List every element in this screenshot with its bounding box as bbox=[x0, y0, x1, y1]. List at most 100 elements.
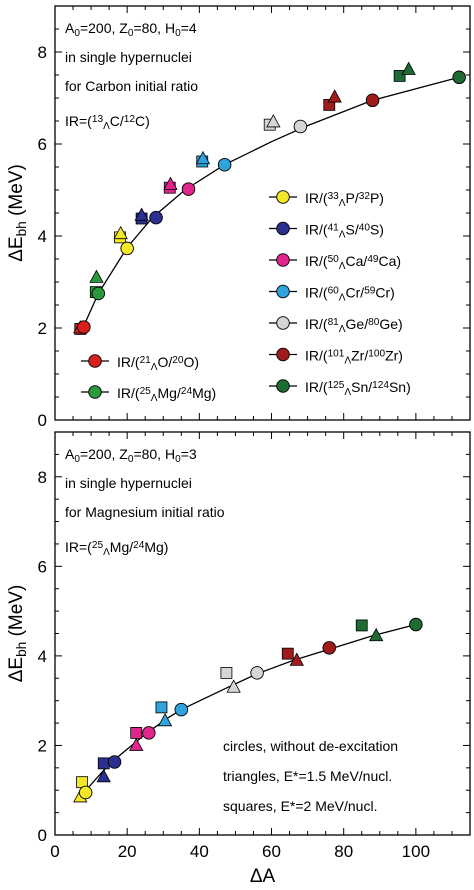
circle-marker bbox=[322, 641, 337, 655]
circle-marker bbox=[174, 702, 189, 717]
legend-left-0-label-part: IR/( bbox=[117, 354, 140, 370]
legend-left-0-label: IR/(21​Λ​O/20​O) bbox=[117, 354, 199, 373]
triangle-marker bbox=[129, 737, 144, 751]
circle-marker bbox=[107, 755, 122, 769]
legend-right-4-label-part: 80 bbox=[368, 317, 380, 328]
triangle-marker bbox=[369, 627, 384, 642]
top-ytick-label: 8 bbox=[38, 43, 47, 62]
legend-right-4-label: IR/(81​Λ​Ge/80​Ge) bbox=[305, 316, 403, 335]
square-marker bbox=[220, 667, 233, 679]
legend-right-0-label-part: 33 bbox=[328, 191, 340, 202]
circle-marker bbox=[142, 726, 156, 740]
triangle-marker bbox=[266, 114, 281, 128]
xtick-label: 60 bbox=[262, 842, 281, 861]
legend-right-0-label-part: IR/( bbox=[305, 190, 328, 206]
square-marker bbox=[97, 757, 110, 770]
legend-right-4-label-part: 81 bbox=[328, 317, 340, 328]
triangle-marker bbox=[195, 150, 211, 165]
bottom-ytick-label: 0 bbox=[38, 826, 47, 845]
bottom-ir-label: IR=(25​Λ​Mg/24​Mg) bbox=[65, 539, 168, 558]
bottom-y-axis-label: ΔEbh (MeV) bbox=[6, 585, 29, 683]
legend-right-4-label-part: Ge) bbox=[379, 316, 402, 332]
legend-right-2-label-part: IR/( bbox=[305, 253, 328, 269]
xtick-label: 80 bbox=[334, 842, 353, 861]
top-ylabel-part: ΔE bbox=[6, 236, 27, 261]
legend-right-6-label-part: IR/( bbox=[305, 379, 328, 395]
bottom-ytick-label: 2 bbox=[38, 736, 47, 755]
legend-right-6-label-part: Λ bbox=[344, 387, 351, 398]
circle-marker bbox=[77, 320, 91, 334]
legend-left-1-label-part: Λ bbox=[151, 393, 158, 404]
top-annotation-params-part: =80, H bbox=[133, 20, 175, 36]
top-ylabel-part: (MeV) bbox=[6, 164, 27, 221]
bottom-ytick-label: 4 bbox=[38, 647, 47, 666]
legend-right-0-marker bbox=[276, 190, 290, 204]
circle-marker bbox=[217, 157, 232, 172]
legend-right-3-label-part: Cr/ bbox=[346, 285, 365, 301]
triangle-marker bbox=[157, 712, 173, 727]
legend-right-2-label-part: 50 bbox=[328, 254, 340, 265]
bottom-ytick-label: 6 bbox=[38, 557, 47, 576]
bottom-annotation-params-part: A bbox=[65, 446, 75, 462]
top-annotation-line2: in single hypernuclei bbox=[65, 49, 192, 65]
legend-right-2-label-part: Ca) bbox=[379, 253, 402, 269]
bottom-annotation-params-part: 0 bbox=[128, 454, 134, 465]
legend-left-0-marker bbox=[88, 354, 102, 368]
top-ir-label-part: Λ bbox=[103, 121, 110, 132]
triangle-marker bbox=[226, 679, 241, 693]
triangle-marker bbox=[163, 176, 178, 190]
circle-marker bbox=[91, 286, 106, 301]
top-annotation-line3: for Carbon initial ratio bbox=[65, 78, 198, 94]
top-ytick-label: 2 bbox=[38, 319, 47, 338]
bottom-annotation-params: A0​=200, Z0​=80, H0​=3 bbox=[65, 446, 197, 465]
top-annotation-params-part: 0 bbox=[74, 28, 80, 39]
legend-right-0-label: IR/(33​Λ​P/32​P) bbox=[305, 190, 384, 209]
bottom-ytick-label: 8 bbox=[38, 468, 47, 487]
bottom-annotation-params-part: 0 bbox=[175, 454, 181, 465]
xtick-label: 40 bbox=[190, 842, 209, 861]
top-ir-label-part: IR=( bbox=[65, 113, 92, 129]
legend-left-0-label-part: 20 bbox=[172, 355, 184, 366]
bottom-annotation-params-part: =3 bbox=[181, 446, 197, 462]
bottom-ir-label-part: 24 bbox=[133, 540, 145, 551]
square-marker bbox=[130, 727, 143, 739]
top-ytick-label: 4 bbox=[38, 227, 47, 246]
legend-left-1-label: IR/(25​Λ​Mg/24​Mg) bbox=[117, 385, 216, 404]
legend-right-6-label-part: 125 bbox=[328, 380, 345, 391]
bottom-annotation-params-part: 0 bbox=[74, 454, 80, 465]
top-ir-label: IR=(13​Λ​C/12​C) bbox=[65, 113, 150, 132]
bottom-annotation-params-part: =80, H bbox=[133, 446, 175, 462]
x-axis-label: ΔA bbox=[250, 866, 276, 887]
triangle-marker bbox=[96, 768, 111, 783]
legend-right-6-label-part: Sn/ bbox=[351, 379, 372, 395]
top-annotation-params-part: =4 bbox=[181, 20, 197, 36]
legend-right-2-label-part: Ca/ bbox=[346, 253, 368, 269]
top-ytick-label: 0 bbox=[38, 411, 47, 430]
top-ir-label-part: 13 bbox=[92, 114, 104, 125]
legend-right-1-label-part: S) bbox=[370, 222, 384, 238]
legend-right-2-label-part: 49 bbox=[367, 254, 379, 265]
square-marker bbox=[155, 701, 168, 714]
legend-right-5-label-part: Λ bbox=[344, 356, 351, 367]
circle-marker bbox=[181, 182, 196, 196]
top-ytick-label: 6 bbox=[38, 135, 47, 154]
legend-right-1-label: IR/(41​Λ​S/40​S) bbox=[305, 222, 384, 241]
bottom-ylabel-part: bh bbox=[14, 642, 29, 657]
legend-right-3-label-part: 59 bbox=[364, 286, 376, 297]
triangle-marker bbox=[401, 61, 416, 75]
note-line: triangles, E*=1.5 MeV/nucl. bbox=[223, 768, 392, 784]
bottom-ir-label-part: Mg) bbox=[144, 539, 168, 555]
legend-right-4-marker bbox=[276, 316, 290, 330]
triangle-marker bbox=[289, 652, 304, 666]
bottom-ir-label-part: Λ bbox=[103, 547, 110, 558]
legend-left-0-label-part: 21 bbox=[140, 355, 152, 366]
legend-right-5-label: IR/(101​Λ​Zr/100​Zr) bbox=[305, 348, 403, 367]
legend-left-1-label-part: Mg) bbox=[192, 385, 216, 401]
bottom-ylabel-part: (MeV) bbox=[6, 585, 27, 642]
legend-right-0-label-part: Λ bbox=[339, 198, 346, 209]
legend-right-0-label-part: 32 bbox=[359, 191, 371, 202]
circle-marker bbox=[452, 70, 466, 85]
legend-left-1-label-part: Mg/ bbox=[158, 385, 181, 401]
